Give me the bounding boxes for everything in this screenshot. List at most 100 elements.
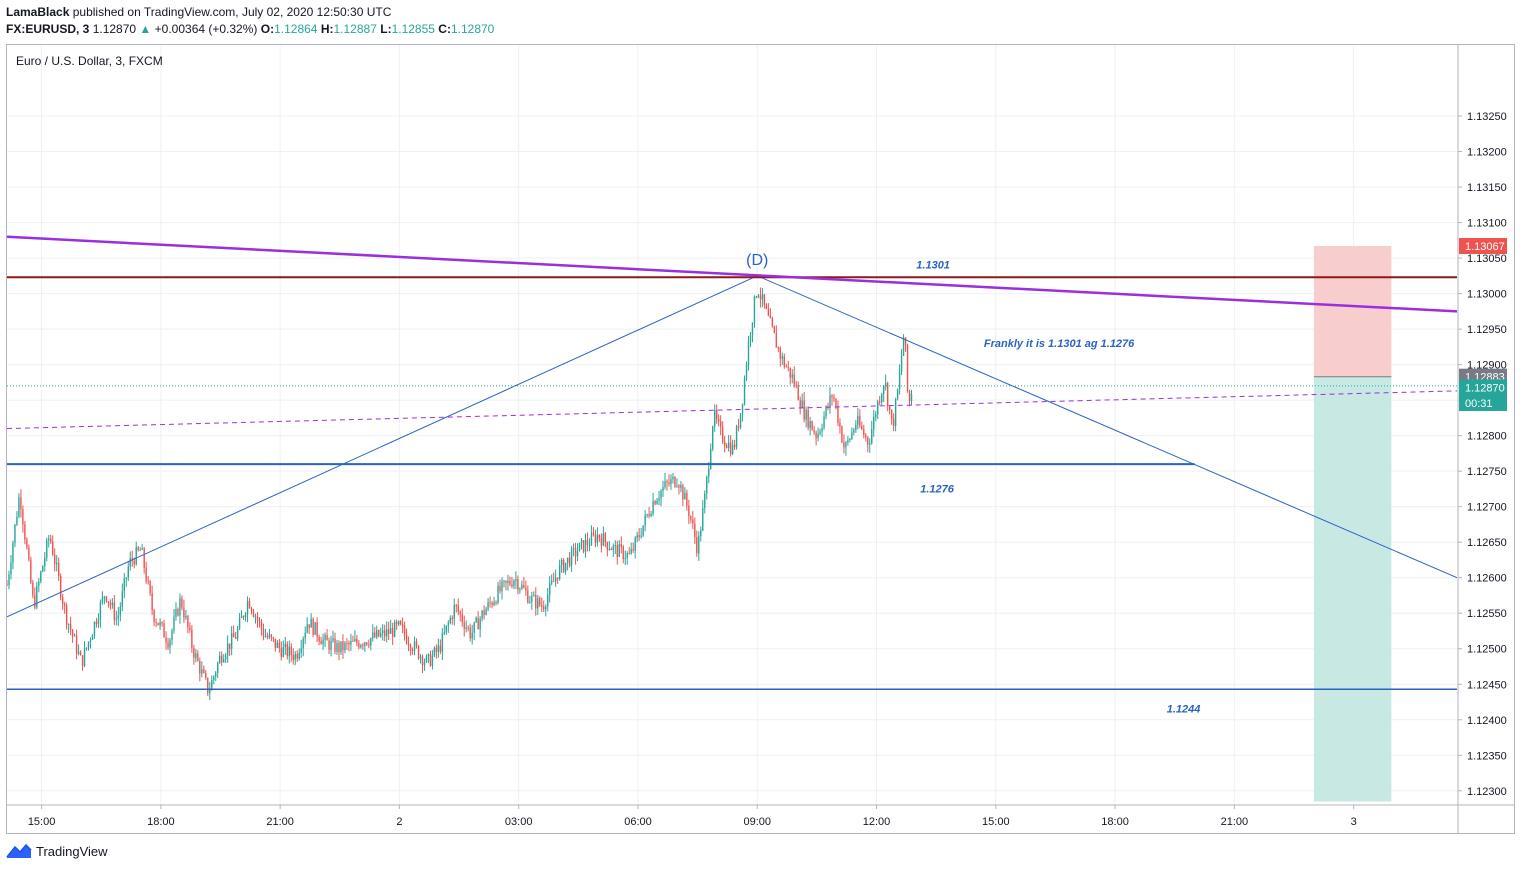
candle-body[interactable] (481, 610, 483, 619)
candle-body[interactable] (111, 602, 114, 606)
candle-body[interactable] (896, 389, 899, 400)
candle-body[interactable] (729, 442, 732, 454)
candle-body[interactable] (465, 627, 467, 629)
candle-body[interactable] (479, 618, 481, 630)
candle-body[interactable] (69, 624, 72, 631)
candles[interactable] (6, 287, 913, 701)
candle-body[interactable] (433, 647, 436, 656)
candle-body[interactable] (717, 418, 720, 422)
candle-body[interactable] (145, 568, 147, 582)
candle-body[interactable] (594, 534, 597, 543)
candle-body[interactable] (787, 366, 789, 368)
candle-body[interactable] (282, 647, 285, 657)
candle-body[interactable] (690, 516, 692, 520)
candle-body[interactable] (654, 501, 656, 505)
candle-body[interactable] (743, 378, 746, 404)
candle-body[interactable] (280, 648, 283, 657)
candle-body[interactable] (441, 633, 444, 652)
candle-body[interactable] (55, 562, 58, 565)
candle-body[interactable] (636, 535, 638, 538)
candle-body[interactable] (531, 596, 533, 602)
candle-body[interactable] (777, 347, 780, 349)
candle-body[interactable] (101, 596, 104, 603)
candle-body[interactable] (523, 584, 525, 588)
candle-body[interactable] (809, 421, 811, 428)
candle-body[interactable] (358, 643, 360, 648)
candle-body[interactable] (467, 627, 469, 629)
candle-body[interactable] (79, 651, 82, 656)
price-chart[interactable]: (D) 1.1301 Frankly it is 1.1301 ag 1.1276 1… (6, 45, 1514, 833)
candle-body[interactable] (515, 579, 517, 581)
candle-body[interactable] (708, 468, 710, 477)
candle-body[interactable] (880, 394, 883, 403)
candle-body[interactable] (489, 602, 491, 604)
candle-body[interactable] (749, 334, 752, 342)
candle-body[interactable] (642, 525, 644, 536)
candle-body[interactable] (352, 640, 354, 642)
candle-body[interactable] (284, 643, 287, 648)
candle-body[interactable] (706, 476, 708, 494)
candle-body[interactable] (18, 497, 20, 517)
price-axis[interactable]: 1.132501.132001.131501.131001.130501.130… (1458, 111, 1507, 798)
candle-body[interactable] (175, 609, 177, 618)
candle-body[interactable] (680, 485, 682, 488)
candle-body[interactable] (714, 409, 716, 427)
candle-body[interactable] (391, 628, 394, 637)
candle-body[interactable] (674, 476, 676, 487)
candle-body[interactable] (719, 421, 722, 427)
candle-body[interactable] (539, 598, 541, 606)
candle-body[interactable] (193, 647, 195, 658)
candle-body[interactable] (529, 601, 531, 603)
candle-body[interactable] (399, 621, 402, 625)
candle-body[interactable] (775, 333, 778, 348)
candle-body[interactable] (757, 295, 760, 297)
candle-body[interactable] (213, 676, 215, 681)
candle-body[interactable] (580, 540, 583, 543)
candle-body[interactable] (413, 641, 416, 651)
candle-body[interactable] (499, 585, 501, 592)
candle-body[interactable] (151, 593, 153, 611)
candle-body[interactable] (495, 602, 497, 604)
stop-loss-zone[interactable] (1313, 246, 1392, 377)
candle-body[interactable] (473, 622, 475, 633)
candle-body[interactable] (199, 660, 201, 674)
candle-body[interactable] (173, 617, 175, 631)
candle-body[interactable] (761, 294, 764, 300)
candle-body[interactable] (397, 621, 400, 625)
candle-body[interactable] (302, 638, 304, 649)
candle-body[interactable] (411, 650, 414, 652)
candle-body[interactable] (89, 639, 92, 642)
candle-body[interactable] (684, 492, 686, 500)
candle-body[interactable] (256, 616, 259, 621)
candle-body[interactable] (550, 580, 553, 584)
candle-body[interactable] (421, 656, 424, 666)
candle-body[interactable] (197, 653, 199, 661)
candle-body[interactable] (61, 597, 64, 605)
candle-body[interactable] (338, 642, 340, 653)
candle-body[interactable] (773, 326, 776, 334)
candle-body[interactable] (783, 356, 785, 367)
candle-body[interactable] (662, 487, 664, 491)
candle-body[interactable] (644, 515, 646, 526)
candle-body[interactable] (501, 581, 503, 592)
candle-body[interactable] (73, 635, 76, 637)
candle-body[interactable] (779, 347, 782, 359)
candle-body[interactable] (393, 622, 396, 637)
candle-body[interactable] (59, 576, 62, 598)
candle-body[interactable] (16, 516, 18, 525)
candle-body[interactable] (195, 653, 197, 658)
candle-body[interactable] (103, 596, 106, 598)
candle-body[interactable] (419, 656, 422, 659)
candle-body[interactable] (819, 431, 821, 434)
candle-body[interactable] (290, 646, 292, 656)
candle-body[interactable] (63, 604, 66, 606)
candle-body[interactable] (258, 620, 261, 622)
candle-body[interactable] (568, 557, 571, 566)
candle-body[interactable] (445, 625, 448, 633)
candle-body[interactable] (813, 430, 815, 433)
candle-body[interactable] (236, 628, 239, 639)
candle-body[interactable] (366, 642, 368, 645)
candle-body[interactable] (781, 356, 783, 359)
candle-body[interactable] (310, 618, 312, 628)
candle-body[interactable] (455, 604, 457, 606)
